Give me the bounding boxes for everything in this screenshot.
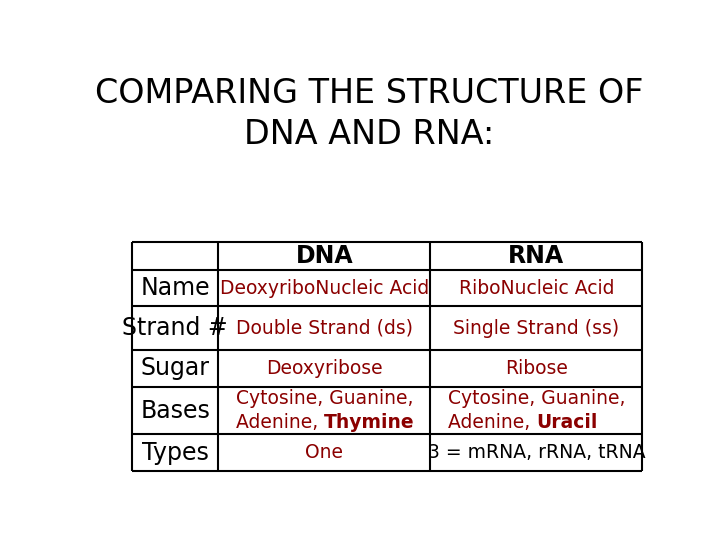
Text: Adenine,: Adenine,	[448, 413, 536, 431]
Text: Double Strand (ds): Double Strand (ds)	[236, 319, 413, 338]
Text: Bases: Bases	[140, 399, 210, 422]
Text: DNA: DNA	[295, 244, 354, 268]
Text: Deoxyribose: Deoxyribose	[266, 359, 382, 378]
Text: DeoxyriboNucleic Acid: DeoxyriboNucleic Acid	[220, 279, 429, 298]
Text: Single Strand (ss): Single Strand (ss)	[454, 319, 619, 338]
Text: RiboNucleic Acid: RiboNucleic Acid	[459, 279, 614, 298]
Text: Adenine,: Adenine,	[236, 413, 324, 431]
Text: RNA: RNA	[508, 244, 564, 268]
Text: Ribose: Ribose	[505, 359, 568, 378]
Text: Types: Types	[142, 441, 209, 465]
Text: Cytosine, Guanine,: Cytosine, Guanine,	[448, 389, 625, 408]
Text: Thymine: Thymine	[324, 413, 415, 431]
Text: Sugar: Sugar	[140, 356, 210, 380]
Text: COMPARING THE STRUCTURE OF
DNA AND RNA:: COMPARING THE STRUCTURE OF DNA AND RNA:	[95, 77, 643, 151]
Text: Name: Name	[140, 276, 210, 300]
Text: 3 = mRNA, rRNA, tRNA: 3 = mRNA, rRNA, tRNA	[428, 443, 645, 462]
Text: Uracil: Uracil	[536, 413, 598, 431]
Text: Strand #: Strand #	[122, 316, 228, 340]
Text: Cytosine, Guanine,: Cytosine, Guanine,	[235, 389, 413, 408]
Text: One: One	[305, 443, 343, 462]
